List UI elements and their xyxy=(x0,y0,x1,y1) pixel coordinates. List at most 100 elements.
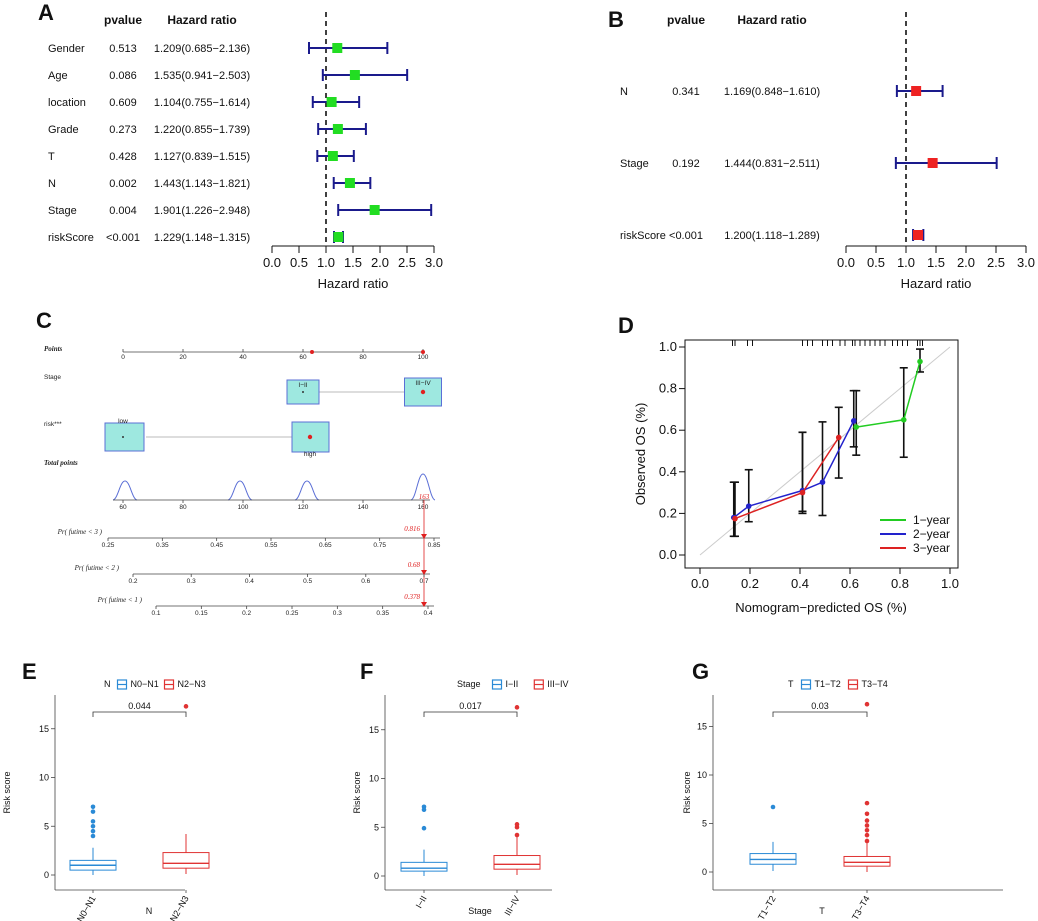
row-pvalue: 0.341 xyxy=(672,86,700,98)
risk-marker-high xyxy=(307,434,313,440)
density-curve xyxy=(227,480,253,501)
y-tick-label: 0.0 xyxy=(659,547,677,562)
x-tick-label: N0−N1 xyxy=(75,894,98,921)
prob-tick-label: 0.25 xyxy=(102,542,115,549)
outlier-point xyxy=(421,804,427,810)
legend-label: T1−T2 xyxy=(815,679,841,689)
prob-tick-label: 0.2 xyxy=(242,610,251,617)
series-point xyxy=(732,515,738,522)
outlier-point xyxy=(90,819,96,824)
x-tick-label: 0.4 xyxy=(791,576,809,591)
prob-arrow xyxy=(421,570,427,575)
ideal-diagonal xyxy=(699,346,951,556)
row-pvalue: 0.192 xyxy=(672,158,700,170)
prob-row-label: Pr( futime < 1 ) xyxy=(97,596,143,604)
series-point xyxy=(917,358,923,365)
prob-row-label: Pr( futime < 3 ) xyxy=(57,528,103,536)
points-tick-label: 20 xyxy=(179,354,187,361)
outlier-point xyxy=(864,800,870,806)
header-hazard-ratio: Hazard ratio xyxy=(737,13,806,27)
row-name: Gender xyxy=(48,43,85,55)
hr-point xyxy=(349,70,360,80)
points-tick-label: 60 xyxy=(299,354,307,361)
row-name: Stage xyxy=(48,205,77,217)
y-axis-title: Risk score xyxy=(352,771,362,813)
prob-tick-label: 0.3 xyxy=(333,610,342,617)
box xyxy=(400,861,448,872)
boxplot-f: Stage I−II III−IV 0 5 10 15 Risk score I−II III−I… xyxy=(352,679,569,917)
panel-label-c: C xyxy=(36,308,52,333)
hr-point xyxy=(927,158,938,168)
row-pvalue: 0.513 xyxy=(109,43,137,55)
x-tick-label: I−II xyxy=(414,894,429,910)
y-tick-label: 0 xyxy=(702,867,707,877)
outlier-point xyxy=(864,811,870,817)
nomogram-c: Points 0 20 40 60 80 100 Stage I−II III−IV risk***… xyxy=(44,345,442,617)
row-hr-text: 1.127(0.839−1.515) xyxy=(154,151,250,163)
x-tick-label: 2.5 xyxy=(987,255,1005,270)
y-tick-label: 1.0 xyxy=(659,339,677,354)
total-tick-label: 120 xyxy=(298,504,309,511)
boxplot-e: N N0−N1 N2−N3 0 5 10 15 Risk score N0−N1 N2−N3 0.0… xyxy=(2,679,210,921)
row-hr-text: 1.229(1.148−1.315) xyxy=(154,232,250,244)
row-pvalue: 0.609 xyxy=(109,97,137,109)
row-name: Stage xyxy=(620,158,649,170)
density-curve xyxy=(294,480,320,501)
legend-title: N xyxy=(104,679,111,689)
stage-level-label: I−II xyxy=(298,382,307,389)
row-hr-text: 1.169(0.848−1.610) xyxy=(724,86,820,98)
panel-label-e: E xyxy=(22,659,37,684)
hr-point xyxy=(369,205,380,215)
x-axis-title: Hazard ratio xyxy=(901,276,972,291)
total-points-label: Total points xyxy=(44,459,78,467)
row-pvalue: 0.273 xyxy=(109,124,137,136)
y-tick-label: 5 xyxy=(702,819,707,829)
hr-point xyxy=(913,230,923,240)
x-tick-label: 0.5 xyxy=(290,255,308,270)
prob-tick-label: 0.35 xyxy=(376,610,389,617)
row-name: N xyxy=(620,86,628,98)
prob-row-label: Pr( futime < 2 ) xyxy=(74,564,120,572)
row-name: Grade xyxy=(48,124,79,136)
row-name: Age xyxy=(48,70,68,82)
row-hr-text: 1.200(1.118−1.289) xyxy=(724,230,820,242)
hr-point xyxy=(911,86,922,96)
series-point xyxy=(799,489,806,496)
y-tick-label: 15 xyxy=(369,725,379,735)
box xyxy=(162,852,210,869)
hr-point xyxy=(333,232,344,242)
stage-marker xyxy=(420,389,426,395)
risk-box-low xyxy=(104,422,145,452)
x-axis-title: T xyxy=(819,906,825,916)
points-tick-label: 100 xyxy=(418,354,429,361)
outlier-point xyxy=(864,838,870,844)
prob-tick-label: 0.3 xyxy=(187,578,196,585)
risk-level-high: high xyxy=(304,451,317,458)
outlier-point xyxy=(864,832,870,838)
legend-label: I−II xyxy=(506,679,519,689)
header-hazard-ratio: Hazard ratio xyxy=(167,13,236,27)
panel-label-a: A xyxy=(38,0,54,25)
hr-point xyxy=(332,124,343,134)
row-name: T xyxy=(48,151,55,163)
x-tick-label: 0.0 xyxy=(691,576,709,591)
row-pvalue: 0.004 xyxy=(109,205,137,217)
outlier-point xyxy=(864,827,870,833)
row-hr-text: 1.104(0.755−1.614) xyxy=(154,97,250,109)
outlier-point xyxy=(90,828,96,834)
prob-tick-label: 0.7 xyxy=(419,578,428,585)
x-tick-label: 0.0 xyxy=(263,255,281,270)
prob-tick-label: 0.85 xyxy=(428,542,441,549)
outlier-point xyxy=(90,833,96,839)
total-tick-label: 100 xyxy=(238,504,249,511)
outlier-point xyxy=(864,818,870,823)
row-name: riskScore xyxy=(620,230,666,242)
risk-level-low: low xyxy=(118,418,128,425)
prob-arrow xyxy=(421,534,427,539)
plot-frame xyxy=(684,339,959,569)
hr-point xyxy=(327,151,338,161)
density-curve xyxy=(112,480,138,501)
legend-title: Stage xyxy=(457,679,481,689)
y-tick-label: 10 xyxy=(39,773,49,783)
hr-point xyxy=(332,43,343,53)
